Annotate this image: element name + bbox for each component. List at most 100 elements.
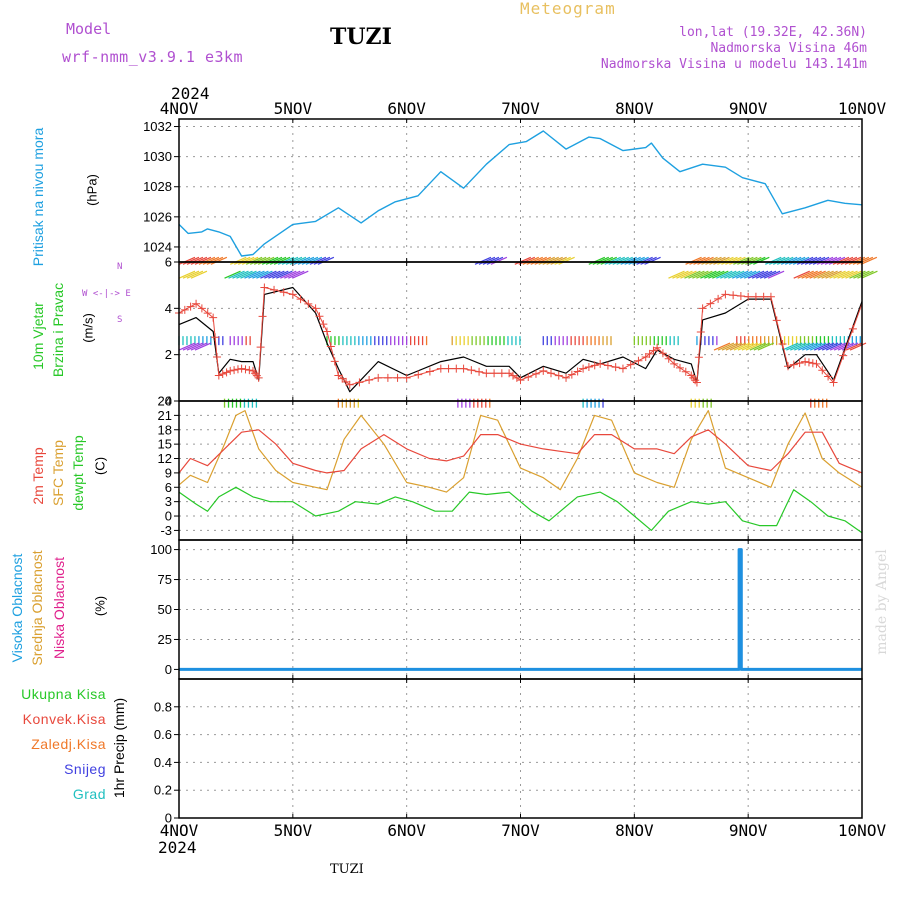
- gust-marker: [319, 320, 328, 329]
- wind-arrow: [644, 256, 661, 265]
- coords: lon,lat (19.32E, 42.36N): [679, 25, 867, 40]
- wind-arrow: [700, 270, 717, 279]
- wind-arrow: [696, 270, 713, 279]
- wind-arrow: [776, 256, 794, 265]
- wind-arrow: [244, 270, 261, 279]
- wind-arrow: [813, 342, 831, 351]
- cloud-label-mid: Srednja Oblacnost: [29, 550, 45, 666]
- gust-marker: [330, 357, 339, 366]
- gust-marker: [393, 373, 402, 382]
- wind-arrow: [849, 270, 866, 279]
- wind-arrow: [825, 342, 843, 351]
- y-tick-label: 1028: [143, 179, 172, 194]
- wind-arrow: [720, 270, 737, 279]
- gust-marker: [706, 299, 715, 308]
- wind-arrow: [844, 256, 862, 265]
- gust-marker: [714, 294, 723, 303]
- wind-arrow: [753, 342, 771, 351]
- wind-arrow: [233, 256, 251, 265]
- wind-arrow: [202, 256, 220, 265]
- high-cloud-line: [179, 548, 862, 671]
- wind-arrow: [856, 256, 874, 265]
- wind-arrow: [689, 256, 706, 265]
- gust-marker: [789, 360, 798, 369]
- wind-arrow: [782, 342, 799, 351]
- wind-arrow: [522, 256, 540, 265]
- gust-marker: [516, 376, 525, 385]
- gust-marker: [584, 362, 593, 371]
- wind-arrow: [272, 270, 289, 279]
- gust-marker: [197, 304, 206, 313]
- pressure-label: Pritisak na nivou mora: [30, 127, 46, 267]
- temp-2m-line: [178, 429, 863, 474]
- wind-arrow: [640, 256, 657, 265]
- wind-arrow: [241, 256, 259, 265]
- y-tick-label: 9: [165, 465, 172, 480]
- wind-arrow: [757, 342, 775, 351]
- wind-arrow: [717, 342, 735, 351]
- wind-arrow: [857, 270, 874, 279]
- wind-arrow: [292, 270, 309, 279]
- gust-marker: [475, 367, 484, 376]
- wind-arrow: [546, 256, 563, 265]
- gust-marker: [547, 369, 556, 378]
- wind-arrow: [701, 256, 718, 265]
- wind-arrow: [801, 270, 818, 279]
- wind-arrow: [759, 270, 777, 279]
- gust-marker: [848, 324, 857, 333]
- wind-arrow: [313, 256, 331, 265]
- y-tick-label: 50: [158, 602, 172, 617]
- wind-arrow: [676, 270, 693, 279]
- wind-arrow: [684, 270, 701, 279]
- wind-arrow: [763, 270, 781, 279]
- wind-arrow: [277, 256, 295, 265]
- wind-arrow: [716, 270, 733, 279]
- wind-arrow: [697, 256, 714, 265]
- model-label: Model: [66, 20, 112, 38]
- wind-arrow: [821, 270, 838, 279]
- day-label-bottom: 10NOV: [837, 821, 887, 840]
- wind-arrow: [849, 342, 867, 351]
- day-label-bottom: 6NOV: [387, 821, 426, 840]
- y-tick-label: 0.2: [154, 783, 172, 798]
- wind-arrow: [554, 256, 571, 265]
- wind-arrow: [612, 256, 629, 265]
- gust-marker: [653, 343, 662, 352]
- wind-arrow: [550, 256, 567, 265]
- wind-arrow: [817, 342, 835, 351]
- y-tick-label: 2: [165, 347, 172, 362]
- gust-marker: [611, 363, 620, 372]
- wind-arrow: [780, 256, 798, 265]
- wind-arrow: [749, 342, 767, 351]
- wind-arrow: [269, 256, 287, 265]
- gust-marker: [618, 364, 627, 373]
- wind-arrow: [753, 256, 770, 265]
- gust-marker: [698, 304, 707, 313]
- wind-arrow: [297, 256, 315, 265]
- wind-arrow: [751, 270, 769, 279]
- y-tick-label: 0.6: [154, 727, 172, 742]
- gust-marker: [567, 370, 576, 379]
- wind-arrow: [828, 256, 846, 265]
- precip-legend-freezing: Zaledj.Kisa: [31, 736, 106, 752]
- precip-unit: 1hr Precip (mm): [111, 697, 127, 799]
- wind-arrow: [825, 270, 842, 279]
- gust-marker: [425, 367, 434, 376]
- wind-arrow: [729, 342, 747, 351]
- wind-arrow: [727, 270, 745, 279]
- y-tick-label: 0.4: [154, 755, 172, 770]
- day-label-bottom: 7NOV: [501, 821, 540, 840]
- wind-arrow: [182, 256, 200, 265]
- wind-arrow: [717, 256, 734, 265]
- wind-arrow: [534, 256, 551, 265]
- wind-arrow: [317, 256, 335, 265]
- wind-arrow: [194, 342, 212, 351]
- wind-arrow: [737, 342, 755, 351]
- precip-legend-hail: Grad: [72, 786, 106, 802]
- wind-arrow: [624, 256, 641, 265]
- gust-marker: [214, 371, 223, 380]
- footer-station: TUZI: [330, 862, 364, 877]
- wind-arrow: [755, 270, 773, 279]
- y-tick-label: 24: [158, 394, 172, 409]
- gust-marker: [288, 290, 297, 299]
